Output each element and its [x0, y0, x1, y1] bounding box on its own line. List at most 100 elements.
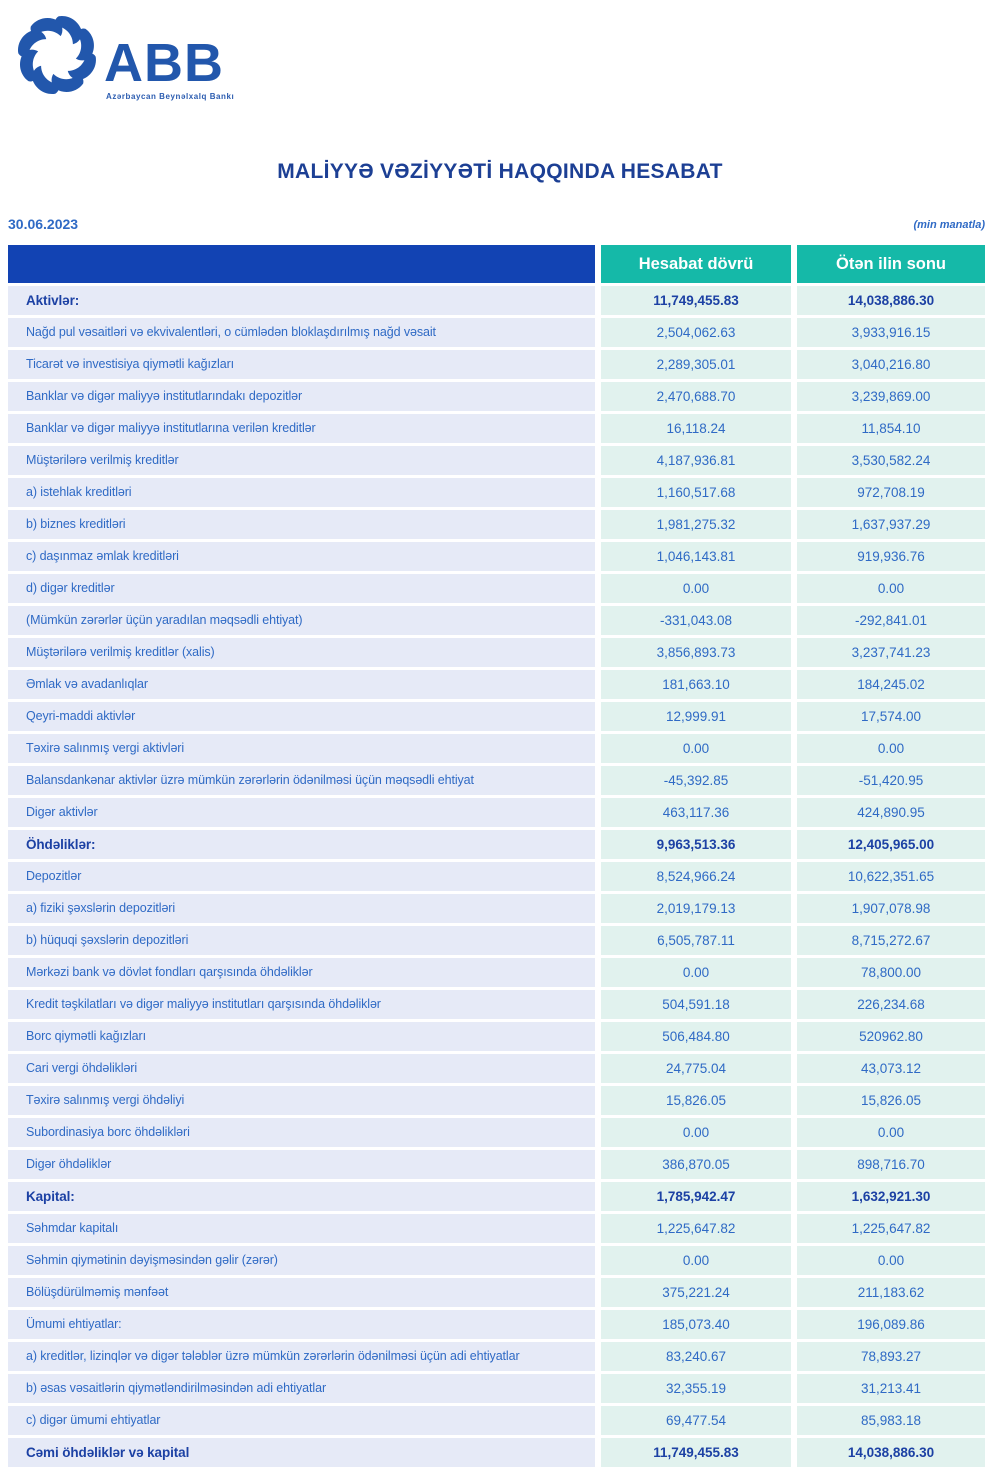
logo-tagline: Azərbaycan Beynəlxalq Bankı: [106, 92, 235, 101]
row-label: Banklar və digər maliyyə institutlarına …: [8, 414, 595, 443]
row-value-current: 1,225,647.82: [601, 1214, 791, 1243]
row-value-previous: 1,632,921.30: [797, 1182, 985, 1211]
row-value-previous: 3,933,916.15: [797, 318, 985, 347]
row-value-previous: 898,716.70: [797, 1150, 985, 1179]
row-value-previous: 1,637,937.29: [797, 510, 985, 539]
row-value-current: 11,749,455.83: [601, 286, 791, 315]
row-value-current: 2,019,179.13: [601, 894, 791, 923]
row-label: Mərkəzi bank və dövlət fondları qarşısın…: [8, 958, 595, 987]
row-value-current: 1,046,143.81: [601, 542, 791, 571]
row-label: b) əsas vəsaitlərin qiymətləndirilməsind…: [8, 1374, 595, 1403]
row-label: c) daşınmaz əmlak kreditləri: [8, 542, 595, 571]
logo-text: ABB Azərbaycan Beynəlxalq Bankı: [104, 36, 234, 101]
row-label: Kredit təşkilatları və digər maliyyə ins…: [8, 990, 595, 1019]
column-header-current-period: Hesabat dövrü: [601, 245, 791, 283]
row-label: a) kreditlər, lizinqlər və digər tələblə…: [8, 1342, 595, 1371]
row-label: Subordinasiya borc öhdəlikləri: [8, 1118, 595, 1147]
row-value-previous: -51,420.95: [797, 766, 985, 795]
row-label: Qeyri-maddi aktivlər: [8, 702, 595, 731]
row-value-current: 69,477.54: [601, 1406, 791, 1435]
row-value-current: 1,981,275.32: [601, 510, 791, 539]
row-label: Müştərilərə verilmiş kreditlər (xalis): [8, 638, 595, 667]
table-header-spacer: [8, 245, 595, 283]
column-header-previous-year-end: Ötən ilin sonu: [797, 245, 985, 283]
row-value-current: 24,775.04: [601, 1054, 791, 1083]
row-value-current: 83,240.67: [601, 1342, 791, 1371]
row-value-current: 2,504,062.63: [601, 318, 791, 347]
row-label: Aktivlər:: [8, 286, 595, 315]
row-value-previous: 10,622,351.65: [797, 862, 985, 891]
row-value-previous: 1,225,647.82: [797, 1214, 985, 1243]
row-value-current: 181,663.10: [601, 670, 791, 699]
row-label: Borc qiymətli kağızları: [8, 1022, 595, 1051]
financial-position-table: Hesabat dövrü Ötən ilin sonu Aktivlər: 11…: [8, 245, 985, 1467]
row-label: a) fiziki şəxslərin depozitləri: [8, 894, 595, 923]
report-date: 30.06.2023: [8, 216, 79, 232]
row-label: Bölüşdürülməmiş mənfəət: [8, 1278, 595, 1307]
page-title: MALİYYƏ VƏZİYYƏTİ HAQQINDA HESABAT: [277, 160, 723, 183]
row-label: Ümumi ehtiyatlar:: [8, 1310, 595, 1339]
row-value-current: 9,963,513.36: [601, 830, 791, 859]
row-value-previous: 31,213.41: [797, 1374, 985, 1403]
row-label: Balansdankənar aktivlər üzrə mümkün zərə…: [8, 766, 595, 795]
row-value-current: 32,355.19: [601, 1374, 791, 1403]
row-label: Digər aktivlər: [8, 798, 595, 827]
row-value-previous: 11,854.10: [797, 414, 985, 443]
row-value-previous: 3,239,869.00: [797, 382, 985, 411]
row-label: Səhmin qiymətinin dəyişməsindən gəlir (z…: [8, 1246, 595, 1275]
row-label: b) biznes kreditləri: [8, 510, 595, 539]
row-value-previous: 184,245.02: [797, 670, 985, 699]
row-value-previous: 14,038,886.30: [797, 286, 985, 315]
row-value-previous: 3,530,582.24: [797, 446, 985, 475]
row-value-current: 2,470,688.70: [601, 382, 791, 411]
row-value-current: 0.00: [601, 734, 791, 763]
row-value-current: 4,187,936.81: [601, 446, 791, 475]
row-value-current: 1,785,942.47: [601, 1182, 791, 1211]
logo-abbr: ABB: [104, 33, 224, 93]
row-value-previous: 520962.80: [797, 1022, 985, 1051]
row-label: Kapital:: [8, 1182, 595, 1211]
row-value-current: 0.00: [601, 1118, 791, 1147]
row-value-current: -45,392.85: [601, 766, 791, 795]
row-value-previous: 0.00: [797, 734, 985, 763]
row-value-previous: 78,800.00: [797, 958, 985, 987]
row-value-previous: 43,073.12: [797, 1054, 985, 1083]
row-value-current: 12,999.91: [601, 702, 791, 731]
row-label: d) digər kreditlər: [8, 574, 595, 603]
row-label: Cari vergi öhdəlikləri: [8, 1054, 595, 1083]
row-value-current: 16,118.24: [601, 414, 791, 443]
bank-logo: ABB Azərbaycan Beynəlxalq Bankı: [14, 10, 234, 101]
row-label: (Mümkün zərərlər üçün yaradılan məqsədli…: [8, 606, 595, 635]
row-value-current: 185,073.40: [601, 1310, 791, 1339]
row-value-previous: 12,405,965.00: [797, 830, 985, 859]
row-value-current: 15,826.05: [601, 1086, 791, 1115]
row-label: Cəmi öhdəliklər və kapital: [8, 1438, 595, 1467]
row-value-previous: 424,890.95: [797, 798, 985, 827]
row-value-previous: 196,089.86: [797, 1310, 985, 1339]
row-value-previous: 0.00: [797, 1246, 985, 1275]
row-value-current: 0.00: [601, 958, 791, 987]
row-value-current: 386,870.05: [601, 1150, 791, 1179]
unit-note: (min manatla): [913, 219, 985, 231]
row-value-previous: -292,841.01: [797, 606, 985, 635]
row-label: Banklar və digər maliyyə institutlarında…: [8, 382, 595, 411]
row-value-current: 504,591.18: [601, 990, 791, 1019]
row-value-previous: 0.00: [797, 1118, 985, 1147]
row-value-previous: 211,183.62: [797, 1278, 985, 1307]
abb-pinwheel-icon: [14, 10, 100, 100]
row-value-previous: 78,893.27: [797, 1342, 985, 1371]
row-value-current: 375,221.24: [601, 1278, 791, 1307]
row-label: b) hüquqi şəxslərin depozitləri: [8, 926, 595, 955]
row-label: Əmlak və avadanlıqlar: [8, 670, 595, 699]
row-label: Təxirə salınmış vergi öhdəliyi: [8, 1086, 595, 1115]
row-label: Nağd pul vəsaitləri və ekvivalentləri, o…: [8, 318, 595, 347]
row-label: Digər öhdəliklər: [8, 1150, 595, 1179]
row-value-current: 11,749,455.83: [601, 1438, 791, 1467]
row-value-current: 2,289,305.01: [601, 350, 791, 379]
row-label: a) istehlak kreditləri: [8, 478, 595, 507]
row-value-previous: 17,574.00: [797, 702, 985, 731]
row-value-previous: 15,826.05: [797, 1086, 985, 1115]
row-value-current: 463,117.36: [601, 798, 791, 827]
row-value-current: 1,160,517.68: [601, 478, 791, 507]
row-value-previous: 3,237,741.23: [797, 638, 985, 667]
